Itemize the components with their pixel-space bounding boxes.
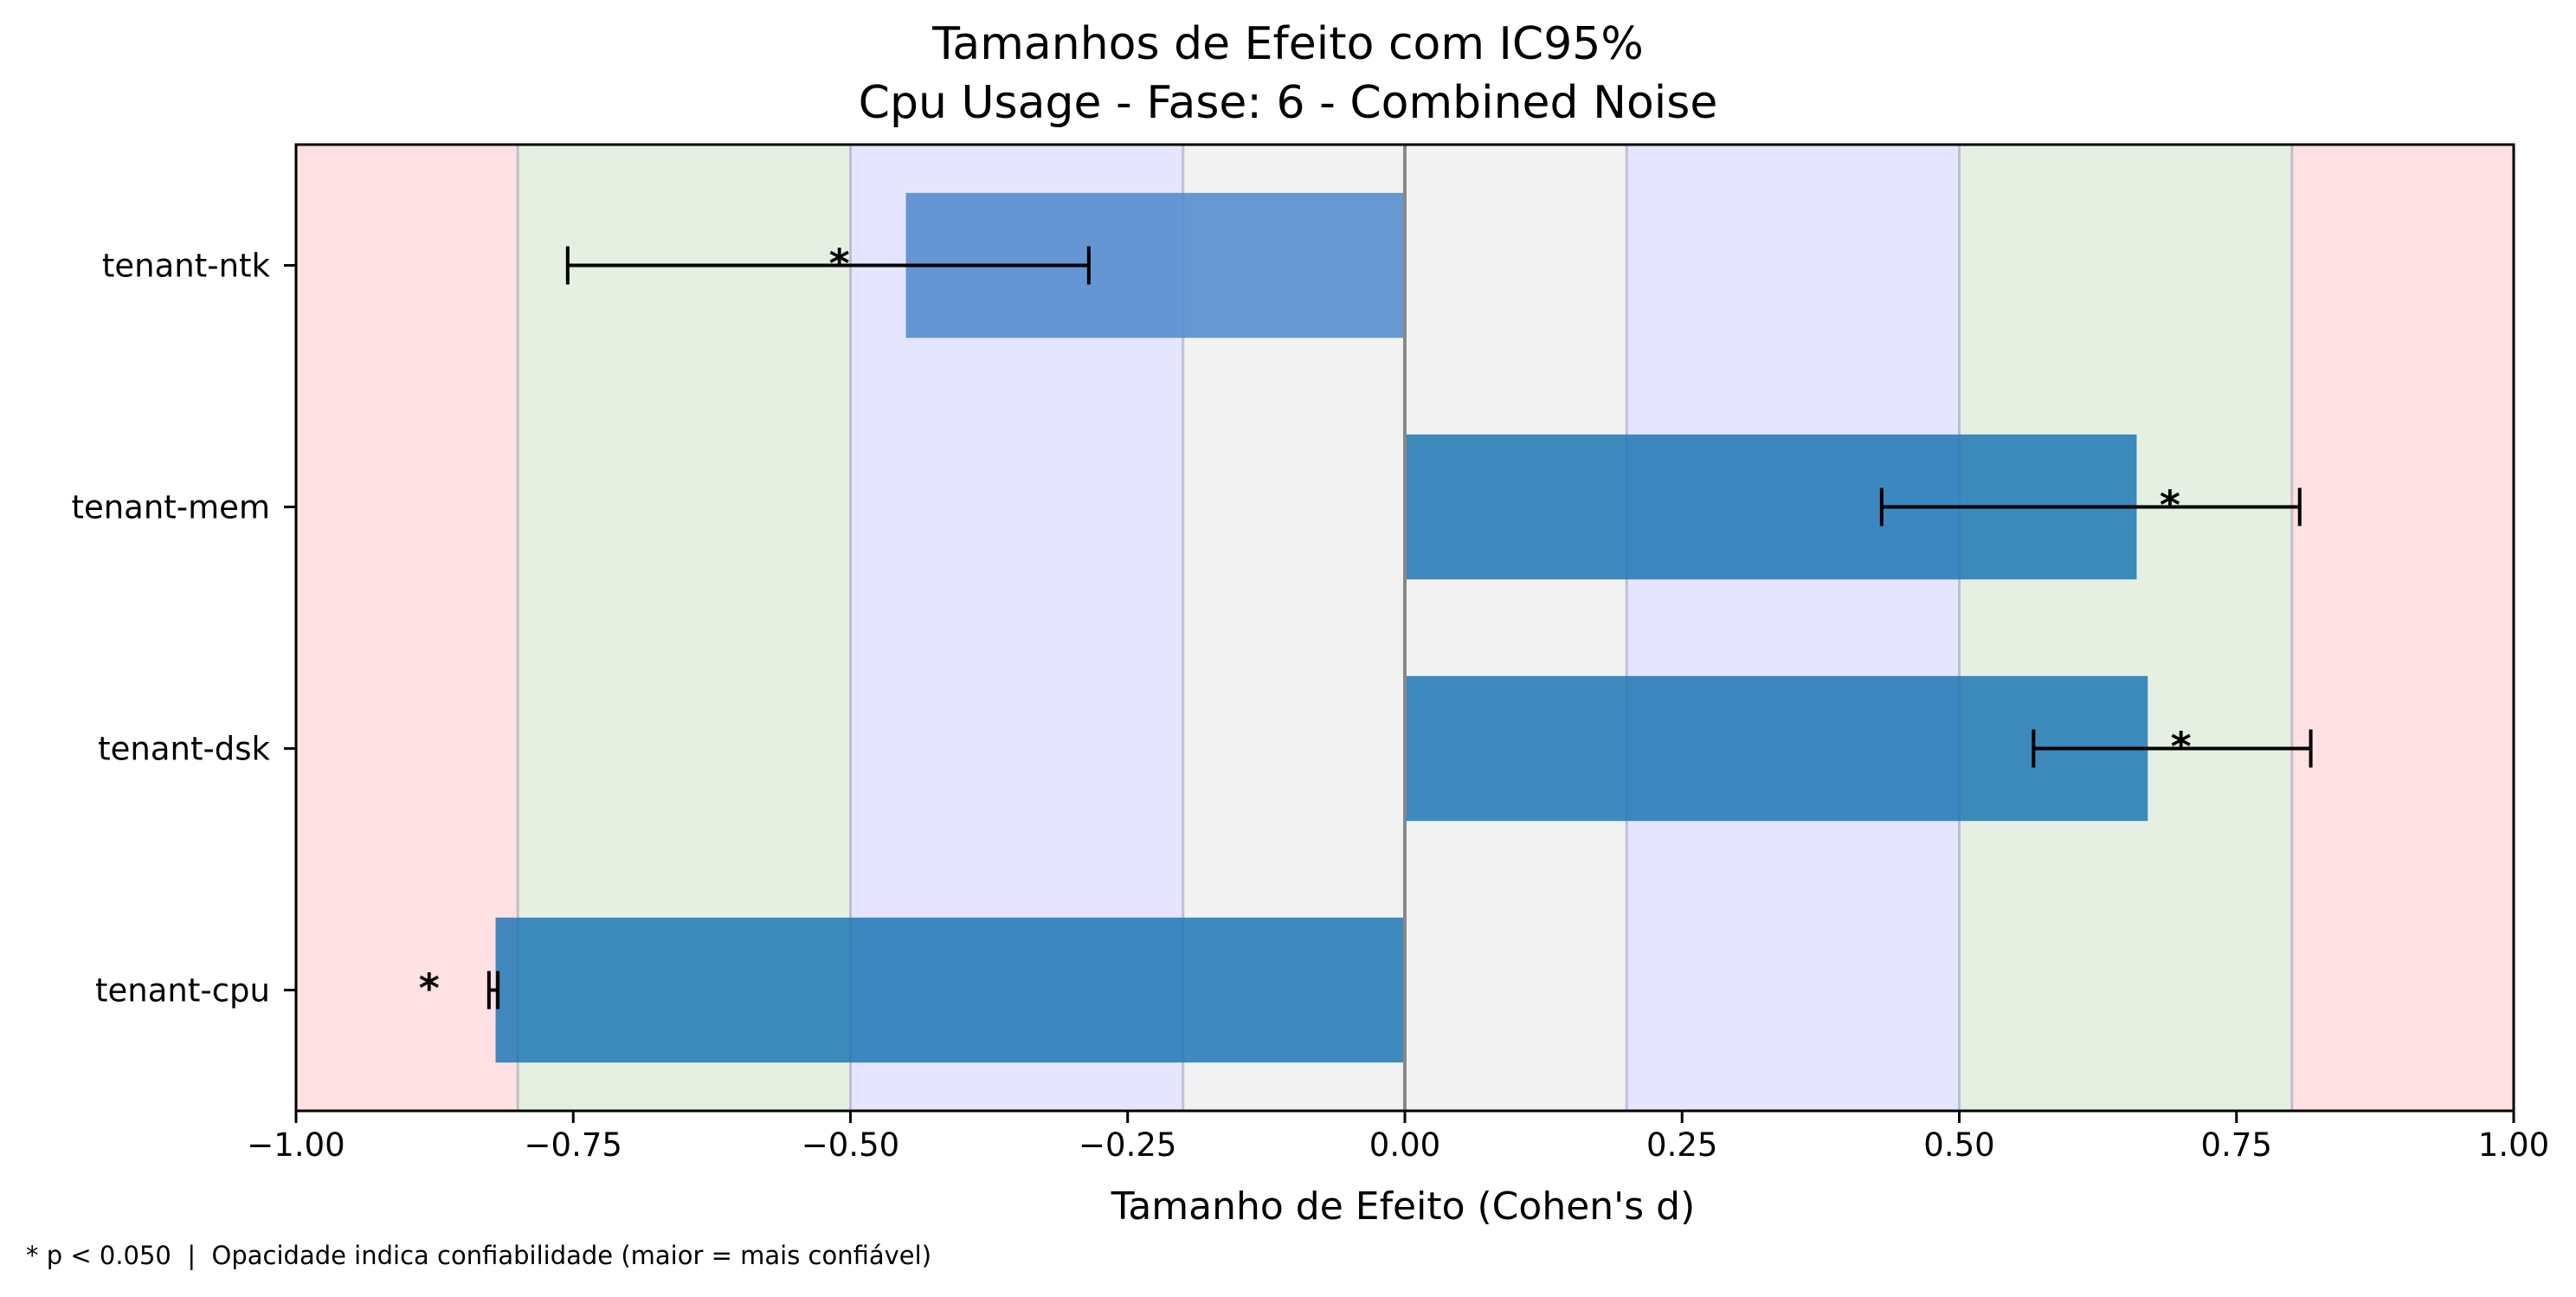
y-tick-label-tenant-dsk: tenant-dsk [98, 731, 270, 768]
significance-star-tenant-dsk: * [2171, 724, 2192, 771]
x-tick-label: 0.25 [1646, 1126, 1717, 1164]
x-axis-ticks: −1.00 −0.75 −0.50 −0.25 0.00 0.25 0.50 0.75 1.00 [247, 1111, 2549, 1164]
significance-star-tenant-cpu: * [419, 965, 440, 1012]
x-tick-label: 0.50 [1923, 1126, 1994, 1164]
significance-markers: * * * * [419, 241, 2192, 1012]
x-tick-label: −0.25 [1079, 1126, 1176, 1164]
y-tick-label-tenant-cpu: tenant-cpu [95, 972, 270, 1010]
x-tick-label: −0.75 [525, 1126, 622, 1164]
effect-band-5 [1959, 145, 2292, 1111]
chart-title: Tamanhos de Efeito com IC95% [931, 18, 1644, 70]
error-bars-group [486, 246, 2313, 1010]
x-tick-label: −1.00 [247, 1126, 345, 1164]
y-axis-ticks: tenant-ntk tenant-mem tenant-dsk tenant-cpu [71, 248, 296, 1010]
x-tick-label: −0.50 [802, 1126, 899, 1164]
effect-band-6 [2291, 145, 2514, 1111]
chart-subtitle: Cpu Usage - Fase: 6 - Combined Noise [859, 77, 1718, 129]
y-tick-label-tenant-ntk: tenant-ntk [102, 248, 271, 285]
x-axis-label: Tamanho de Efeito (Cohen's d) [1111, 1184, 1696, 1229]
significance-star-tenant-mem: * [2160, 482, 2180, 529]
effect-band-0 [296, 145, 518, 1111]
effect-band-4 [1626, 145, 1960, 1111]
bar-tenant-cpu [495, 917, 1405, 1063]
y-tick-label-tenant-mem: tenant-mem [71, 489, 270, 526]
x-tick-label: 1.00 [2478, 1126, 2549, 1164]
x-tick-label: 0.00 [1369, 1126, 1440, 1164]
x-tick-label: 0.75 [2201, 1126, 2272, 1164]
bar-tenant-dsk [1405, 675, 2148, 822]
footnote: * p < 0.050 | Opacidade indica confiabil… [26, 1241, 931, 1270]
significance-star-tenant-ntk: * [829, 241, 850, 287]
